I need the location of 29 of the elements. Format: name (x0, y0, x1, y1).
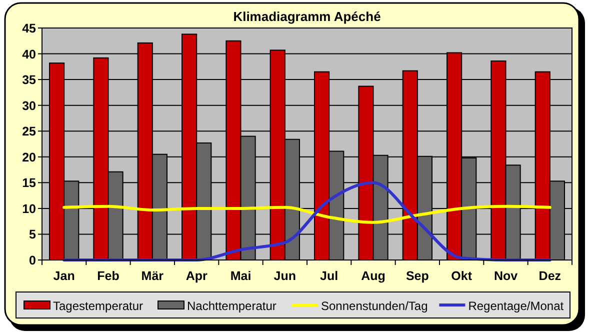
x-tick-label: Jun (274, 269, 296, 283)
legend-label: Sonnenstunden/Tag (321, 299, 428, 313)
y-tick-label: 20 (22, 150, 36, 164)
x-tick-label: Sep (406, 269, 430, 283)
x-tick-label: Mär (141, 269, 164, 283)
legend-label: Nachttemperatur (187, 299, 276, 313)
y-tick-label: 0 (29, 254, 36, 268)
y-tick-label: 45 (22, 22, 36, 36)
y-tick-label: 15 (22, 176, 36, 190)
x-tick-label: Jan (53, 269, 75, 283)
x-tick-label: Apr (186, 269, 208, 283)
legend-label: Regentage/Monat (468, 299, 564, 313)
y-tick-label: 30 (22, 98, 36, 113)
chart-title: Klimadiagramm Apéché (233, 9, 381, 24)
x-tick-label: Okt (451, 269, 473, 283)
x-tick-label: Feb (97, 269, 120, 283)
x-tick-label: Nov (494, 269, 518, 283)
line-series (62, 181, 552, 262)
y-tick-label: 10 (22, 202, 36, 216)
x-tick-label: Mai (230, 269, 252, 283)
legend-label: Tagestemperatur (53, 299, 144, 313)
y-tick-label: 5 (29, 228, 36, 242)
y-tick-label: 25 (22, 124, 36, 139)
y-tick-label: 35 (22, 73, 36, 88)
y-tick-label: 40 (22, 47, 36, 62)
line-series (62, 204, 552, 224)
x-tick-label: Jul (320, 269, 338, 283)
x-tick-label: Dez (538, 269, 562, 283)
x-tick-label: Aug (361, 269, 386, 283)
